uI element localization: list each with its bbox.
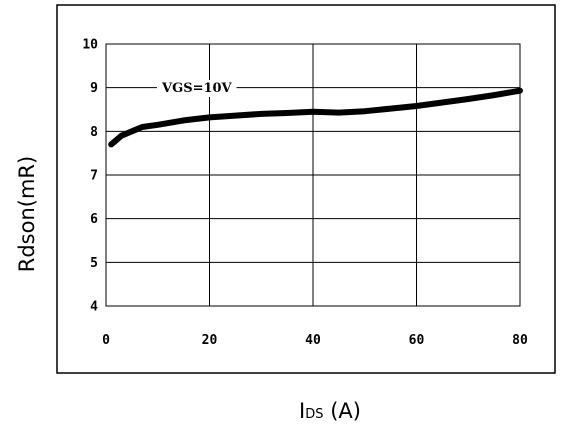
y-tick-labels: 4 5 6 7 8 9 10 [82,38,98,315]
x-tick-label: 80 [512,333,528,348]
x-tick-label: 40 [305,333,321,348]
x-tick-label: 20 [202,333,218,348]
y-tick-label: 7 [90,169,98,184]
x-tick-label: 0 [102,333,110,348]
x-axis-title-unit: (A) [324,399,361,423]
y-tick-label: 10 [82,38,98,53]
y-axis-title: Rdson(mR) [15,156,39,272]
y-tick-label: 6 [90,212,98,227]
grid-lines [106,44,520,306]
rdson-series-line [108,87,523,148]
x-axis-title: IDS (A) [299,399,361,423]
chart-frame [56,4,556,374]
y-tick-label: 4 [90,300,98,315]
x-axis-title-main: I [299,399,305,423]
y-tick-label: 8 [90,125,98,140]
x-tick-label: 60 [409,333,425,348]
x-axis-title-sub: DS [305,407,323,422]
x-tick-labels: 0 20 40 60 80 [102,333,528,348]
annotation-backdrop [157,80,237,97]
y-tick-label: 9 [90,81,98,96]
vgs-annotation: VGS=10V [161,81,233,96]
data-lines [108,87,523,148]
y-tick-label: 5 [90,256,98,271]
